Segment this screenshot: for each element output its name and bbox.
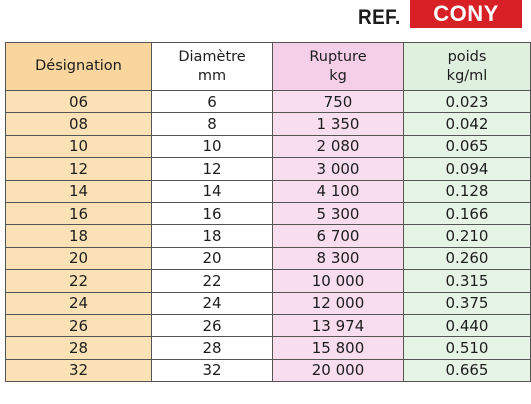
- cell-diametre: 22: [151, 269, 273, 293]
- cell-designation: 28: [5, 336, 152, 360]
- header-rupture: Rupture kg: [272, 42, 404, 91]
- cell-poids: 0.042: [403, 112, 531, 136]
- cell-rupture: 4 100: [272, 179, 404, 203]
- header-rupture-label: Rupture: [309, 48, 367, 65]
- table-row: 28 28 15 800 0.510: [5, 336, 531, 360]
- header-diametre-label: Diamètre: [178, 48, 246, 65]
- cell-poids: 0.260: [403, 246, 531, 271]
- cell-rupture: 20 000: [272, 358, 404, 383]
- cell-diametre: 18: [151, 224, 273, 248]
- product-name-badge: CONY: [410, 0, 522, 28]
- cell-diametre: 26: [151, 313, 273, 338]
- table-row: 32 32 20 000 0.665: [5, 358, 531, 383]
- cell-diametre: 28: [151, 336, 273, 360]
- reference-header: REF. CONY: [0, 0, 531, 38]
- cell-rupture: 12 000: [272, 291, 404, 315]
- cell-poids: 0.166: [403, 201, 531, 226]
- cell-diametre: 14: [151, 179, 273, 203]
- table-row: 18 18 6 700 0.210: [5, 224, 531, 248]
- cell-rupture: 8 300: [272, 246, 404, 271]
- table-row: 08 8 1 350 0.042: [5, 112, 531, 136]
- cell-diametre: 24: [151, 291, 273, 315]
- cell-poids: 0.375: [403, 291, 531, 315]
- ref-label: REF.: [358, 6, 401, 29]
- cell-poids: 0.065: [403, 134, 531, 159]
- header-poids: poids kg/ml: [403, 42, 531, 91]
- cell-designation: 22: [5, 269, 152, 293]
- header-rupture-unit: kg: [329, 67, 347, 84]
- cell-designation: 10: [5, 134, 152, 159]
- cell-designation: 26: [5, 313, 152, 338]
- cell-rupture: 6 700: [272, 224, 404, 248]
- table-row: 26 26 13 974 0.440: [5, 313, 531, 338]
- cell-rupture: 750: [272, 89, 404, 114]
- cell-poids: 0.094: [403, 157, 531, 181]
- table-row: 22 22 10 000 0.315: [5, 269, 531, 293]
- table-row: 10 10 2 080 0.065: [5, 134, 531, 159]
- header-diametre-unit: mm: [197, 67, 227, 84]
- cell-designation: 18: [5, 224, 152, 248]
- cell-designation: 08: [5, 112, 152, 136]
- cell-designation: 24: [5, 291, 152, 315]
- header-designation: Désignation: [5, 42, 152, 91]
- cell-designation: 06: [5, 89, 152, 114]
- cell-rupture: 5 300: [272, 201, 404, 226]
- cell-poids: 0.023: [403, 89, 531, 114]
- specification-table: Désignation Diamètre mm Rupture kg poids…: [5, 42, 531, 383]
- header-poids-unit: kg/ml: [446, 67, 488, 84]
- cell-diametre: 16: [151, 201, 273, 226]
- cell-poids: 0.315: [403, 269, 531, 293]
- cell-poids: 0.210: [403, 224, 531, 248]
- cell-designation: 20: [5, 246, 152, 271]
- table-row: 14 14 4 100 0.128: [5, 179, 531, 203]
- cell-designation: 16: [5, 201, 152, 226]
- cell-diametre: 32: [151, 358, 273, 383]
- cell-rupture: 2 080: [272, 134, 404, 159]
- cell-diametre: 20: [151, 246, 273, 271]
- cell-poids: 0.510: [403, 336, 531, 360]
- cell-rupture: 3 000: [272, 157, 404, 181]
- table-row: 24 24 12 000 0.375: [5, 291, 531, 315]
- table-row: 06 6 750 0.023: [5, 89, 531, 114]
- cell-poids: 0.440: [403, 313, 531, 338]
- cell-diametre: 8: [151, 112, 273, 136]
- cell-poids: 0.665: [403, 358, 531, 383]
- cell-diametre: 10: [151, 134, 273, 159]
- cell-designation: 32: [5, 358, 152, 383]
- header-diametre: Diamètre mm: [151, 42, 273, 91]
- cell-designation: 12: [5, 157, 152, 181]
- table-row: 20 20 8 300 0.260: [5, 246, 531, 271]
- table-row: 16 16 5 300 0.166: [5, 201, 531, 226]
- header-poids-label: poids: [447, 48, 487, 65]
- cell-rupture: 15 800: [272, 336, 404, 360]
- table-header-row: Désignation Diamètre mm Rupture kg poids…: [5, 42, 531, 91]
- cell-designation: 14: [5, 179, 152, 203]
- cell-diametre: 12: [151, 157, 273, 181]
- table-row: 12 12 3 000 0.094: [5, 157, 531, 181]
- cell-rupture: 10 000: [272, 269, 404, 293]
- cell-rupture: 13 974: [272, 313, 404, 338]
- cell-rupture: 1 350: [272, 112, 404, 136]
- cell-diametre: 6: [151, 89, 273, 114]
- cell-poids: 0.128: [403, 179, 531, 203]
- header-designation-label: Désignation: [35, 58, 122, 74]
